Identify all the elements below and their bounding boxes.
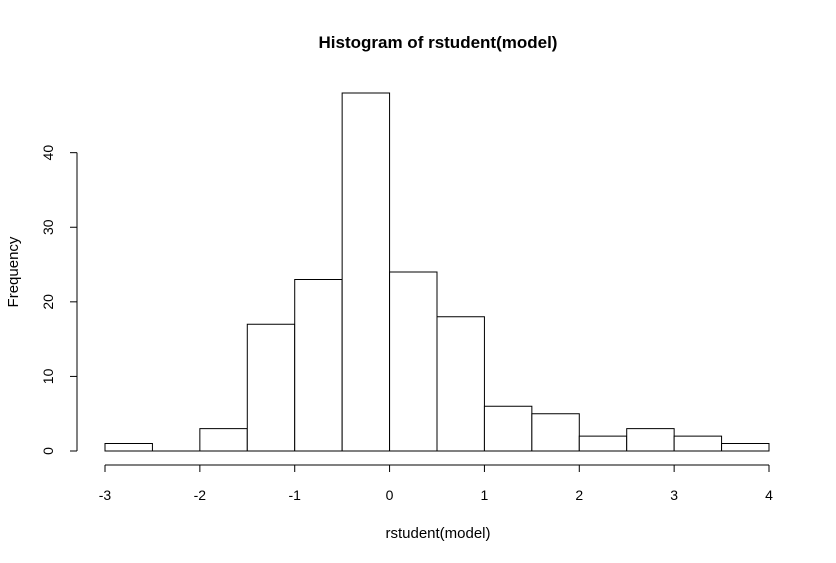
x-tick-label: 0 — [386, 487, 394, 503]
histogram-bar — [673, 435, 723, 452]
y-tick-label: 10 — [40, 368, 56, 384]
y-tick-label: 40 — [40, 145, 56, 161]
x-tick-label: 1 — [481, 487, 489, 503]
x-tick-label: 4 — [765, 487, 773, 503]
y-tick-label: 30 — [40, 219, 56, 235]
x-tick-label: -3 — [99, 487, 112, 503]
histogram-bar — [436, 316, 485, 452]
x-tick-label: 2 — [575, 487, 583, 503]
histogram-bar — [626, 428, 675, 452]
y-tick-label: 0 — [40, 447, 56, 455]
histogram-bar — [389, 271, 438, 452]
histogram-bar — [104, 443, 153, 452]
y-axis-label: Frequency — [5, 236, 22, 307]
histogram-bar — [294, 278, 343, 452]
x-axis-label: rstudent(model) — [385, 525, 490, 542]
histogram-bar — [246, 323, 296, 452]
histogram-bar — [721, 443, 770, 452]
x-axis: -3 -2 -1 0 1 2 3 4 — [99, 464, 773, 503]
histogram-bar — [199, 428, 248, 452]
x-tick-label: 3 — [670, 487, 678, 503]
y-tick-label: 20 — [40, 294, 56, 310]
histogram-bar — [578, 435, 628, 452]
histogram-bar — [483, 405, 533, 452]
x-tick-label: -2 — [194, 487, 207, 503]
histogram-bar — [341, 92, 391, 452]
chart-title: Histogram of rstudent(model) — [319, 33, 558, 52]
x-tick-label: -1 — [288, 487, 301, 503]
y-axis: 0 10 20 30 40 — [40, 145, 78, 455]
histogram-bar — [531, 413, 580, 452]
histogram-bars — [104, 92, 770, 452]
